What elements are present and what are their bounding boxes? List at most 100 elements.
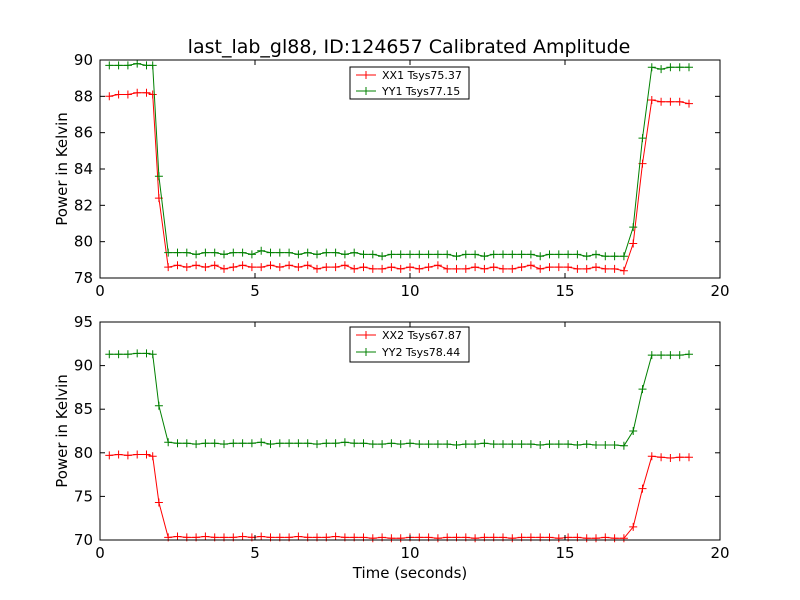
bottom-series-1-point [675,453,684,462]
top-series-2-point [582,252,591,261]
bottom-series-2-point [350,439,359,448]
top-legend-box [349,66,470,100]
top-series-2-point [220,250,228,259]
bottom-series-2-point [229,439,238,448]
bottom-series-2-point [517,440,526,449]
top-series-1-point [114,90,123,99]
top-series-1-point [387,263,396,272]
bottom-series-1-point [142,450,151,459]
top-series-2-point [545,250,554,259]
bottom-series-2-point [238,439,247,448]
top-series-2-point [433,250,442,259]
bottom-series-2-point [368,440,377,449]
top-series-2-point [322,248,331,257]
bottom-series-2-point [536,441,545,449]
bottom-series-line-1 [109,453,689,539]
bottom-legend-box [349,326,470,363]
bottom-series-1-point [331,532,340,541]
top-series-1-point [424,263,433,272]
bottom-y-tick-label: 75 [74,487,93,505]
bottom-series-2-point [247,439,256,448]
bottom-series-1-point [148,452,157,461]
bottom-series-2-point [554,440,563,449]
bottom-series-1-point [610,534,619,543]
bottom-legend-label-2: YY2 Tsys78.44 [381,346,460,359]
bottom-series-1-point [554,534,563,543]
top-series-2-point [554,250,563,259]
bottom-legend-marker-1 [362,331,370,339]
top-legend-marker-1 [362,71,370,79]
top-series-1-point [133,88,142,97]
bottom-y-tick-label: 85 [74,400,93,418]
top-series-2-point [154,172,163,181]
top-series-1-point [105,92,114,101]
top-x-tick-label: 5 [250,282,260,300]
bottom-series-2-point [675,351,684,360]
top-series-2-point [350,248,359,257]
bottom-series-2-point [142,349,151,358]
bottom-series-1-point [201,532,210,541]
bottom-y-tick-label: 70 [74,531,93,549]
bottom-series-1-point [123,451,132,460]
top-y-tick-label: 78 [74,269,93,287]
bottom-x-tick-label: 0 [95,544,105,562]
bottom-legend: XX2 Tsys67.87 YY2 Tsys78.44 [349,326,470,363]
top-series-1-point [359,263,368,272]
top-series-1-point [601,264,610,273]
top-series-2-point [275,248,284,257]
bottom-series-1-point [433,534,442,543]
top-series-1-point [443,264,452,273]
bottom-series-2-point [331,439,340,448]
top-series-2-point [536,252,545,261]
top-series-2-point [266,248,275,257]
bottom-series-2-point [275,439,284,448]
top-series-1-point [461,264,470,273]
top-series-2-point [685,63,693,72]
bottom-series-1-point [592,534,600,543]
top-series-2-point [526,250,535,259]
top-series-1-point [173,261,182,270]
top-series-2-point [133,59,142,68]
bottom-series-2-point [433,440,442,449]
top-series-2-point [331,248,340,257]
top-series-1-point [201,263,210,272]
bottom-series-2-point [499,440,507,449]
bottom-series-1-point [154,498,163,507]
top-series-2-point [610,252,619,261]
top-series-1-point [378,264,387,273]
top-series-1-point [368,264,377,273]
bottom-series-2-point [220,440,228,449]
top-y-tick-label: 88 [74,87,93,105]
top-legend: XX1 Tsys75.37 YY1 Tsys77.15 [349,66,470,100]
top-series-1-point [685,99,693,108]
bottom-series-line-2 [109,352,690,447]
top-series-1-point [433,261,442,270]
bottom-series-2-point [545,440,554,449]
top-series-1-point [192,261,201,270]
top-series-1-point [322,263,331,272]
top-series-1-point [350,264,359,273]
bottom-series-1-point [133,450,142,459]
top-series-2-point [666,63,675,72]
bottom-series-2-point [526,440,535,449]
top-series-1-point [294,263,303,272]
bottom-series-2-point [685,350,693,359]
bottom-series-2-point [415,440,424,449]
bottom-series-2-point [285,439,294,448]
top-subplot: last_lab_gl88, ID:124657 Calibrated Ampl… [53,36,730,300]
bottom-x-tick-label: 10 [400,544,419,562]
top-series-2-point [564,250,573,259]
top-x-tick-label: 20 [710,282,729,300]
bottom-legend-label-1: XX2 Tsys67.87 [382,329,462,342]
top-series-2-point [629,223,638,232]
top-series-2-point [285,248,294,257]
top-series-2-point [396,250,405,259]
bottom-series-2-point [210,439,219,448]
top-series-1-point [508,264,517,273]
top-series-2-point [452,252,461,261]
bottom-series-2-point [133,349,142,358]
top-series-2-point [508,250,517,259]
bottom-series-2-point [629,427,638,435]
bottom-y-tick-label: 95 [74,313,93,331]
top-series-1-point [647,96,656,104]
